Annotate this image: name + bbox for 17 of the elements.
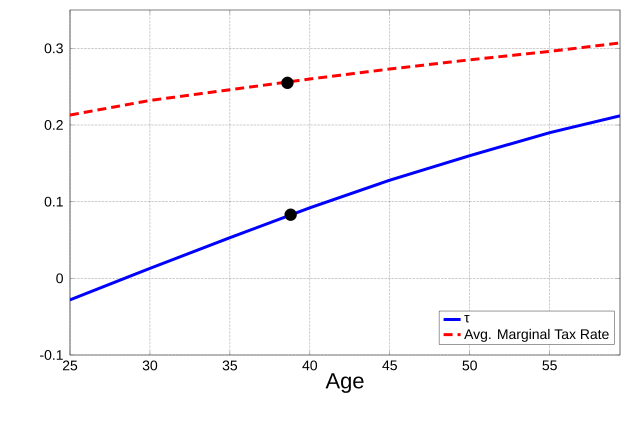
y-tick-label: 0.3: [44, 43, 63, 54]
y-tick-label: -0.1: [40, 350, 63, 360]
x-tick-label: 30: [142, 360, 158, 370]
x-tick-label: 35: [222, 360, 238, 370]
y-tick-label: 0.1: [44, 196, 63, 207]
x-tick-label: 55: [542, 360, 557, 370]
x-axis-title: Age: [326, 373, 364, 393]
x-tick-label: 50: [462, 360, 477, 370]
y-tick-label: 0.2: [44, 120, 63, 130]
x-tick-label: 45: [382, 360, 397, 370]
legend-label: τ: [464, 315, 470, 323]
line-series: [70, 41, 620, 117]
x-tick-label: 25: [62, 360, 78, 370]
y-tick-label: 0: [56, 273, 63, 284]
line-series: [70, 114, 620, 302]
x-tick-label: 40: [302, 360, 318, 370]
legend-label: Avg. Marginal Tax Rate: [464, 328, 609, 342]
